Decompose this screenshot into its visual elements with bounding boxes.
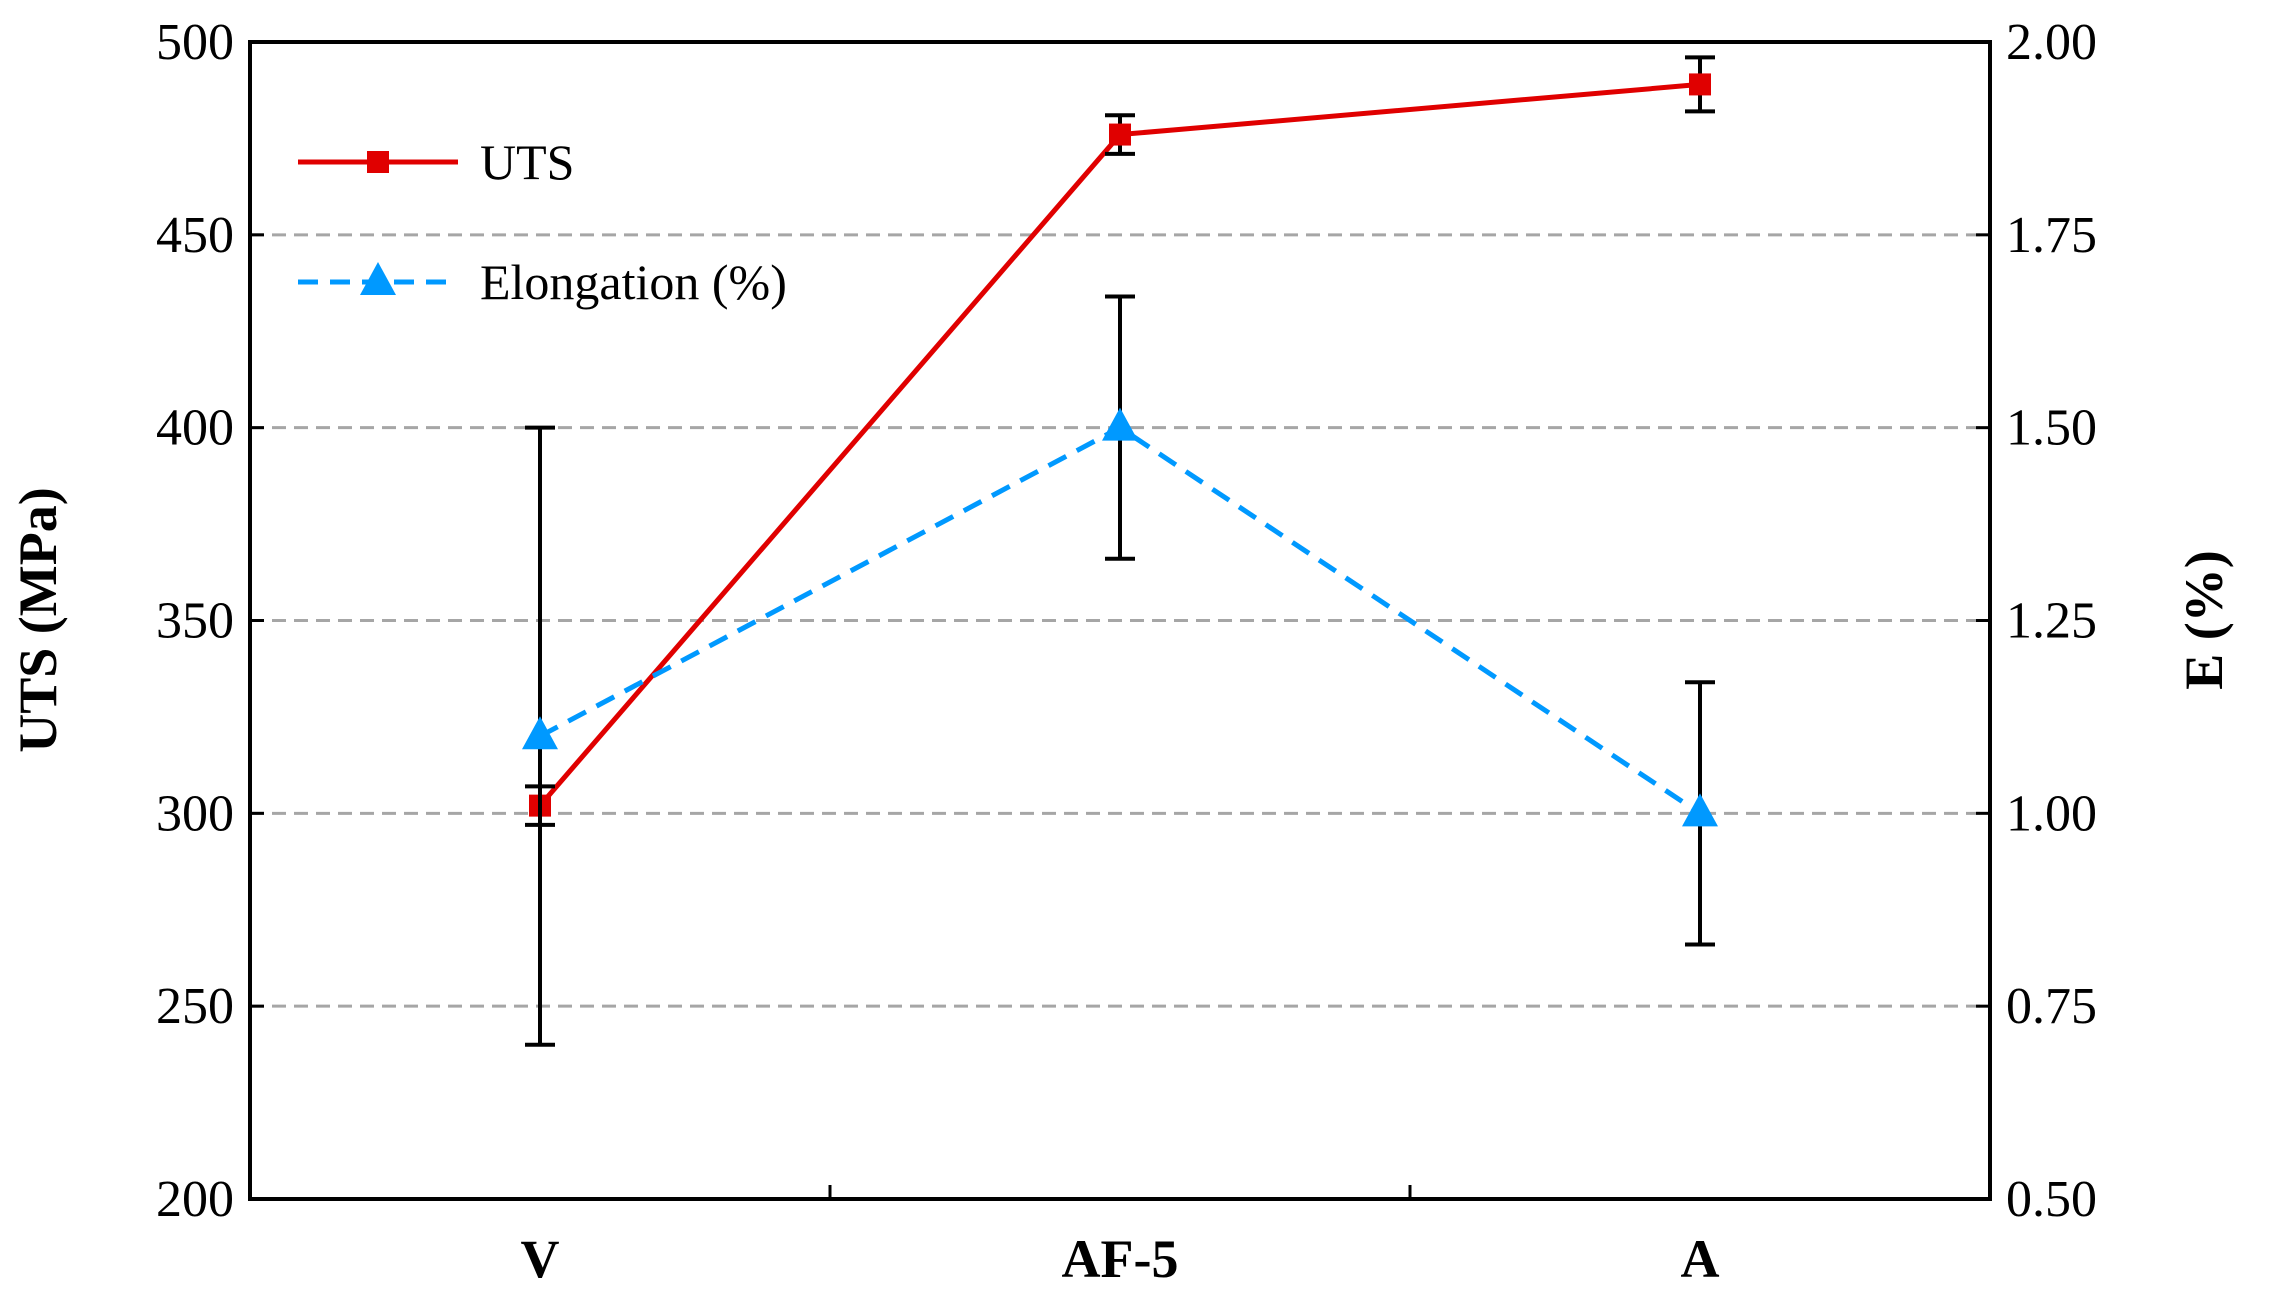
y-tick-label-right: 2.00 — [2006, 14, 2097, 71]
legend-elongation-marker — [360, 262, 396, 295]
y-tick-label-right: 1.00 — [2006, 785, 2097, 842]
y-tick-label-left: 350 — [156, 593, 234, 650]
y-tick-label-right: 1.50 — [2006, 400, 2097, 457]
y-tick-label-left: 250 — [156, 978, 234, 1035]
y-axis-title-right: E (%) — [2174, 550, 2234, 689]
y-tick-label-left: 300 — [156, 785, 234, 842]
y-tick-label-right: 0.75 — [2006, 978, 2097, 1035]
elongation-marker — [522, 716, 558, 750]
y-tick-label-right: 1.75 — [2006, 207, 2097, 264]
legend-uts-label: UTS — [480, 134, 574, 190]
uts-marker — [1109, 123, 1131, 146]
x-category-label: V — [521, 1229, 560, 1289]
y-axis-title-left: UTS (MPa) — [8, 487, 68, 752]
elongation-series — [522, 294, 1718, 1047]
y-tick-label-left: 500 — [156, 14, 234, 71]
y-tick-label-right: 0.50 — [2006, 1171, 2097, 1228]
legend: UTS Elongation (%) — [298, 134, 787, 310]
x-category-label: A — [1681, 1229, 1720, 1289]
elongation-marker — [1102, 407, 1138, 441]
elongation-marker — [1682, 793, 1718, 827]
y-tick-label-left: 400 — [156, 400, 234, 457]
y-tick-label-right: 1.25 — [2006, 593, 2097, 650]
legend-elongation-label: Elongation (%) — [480, 254, 787, 310]
uts-marker — [1689, 73, 1711, 96]
axes: 200 250 300 350 400 450 500 0.50 0.75 1.00 1.25 1.5… — [156, 14, 2097, 1289]
legend-uts-marker — [367, 151, 389, 173]
y-tick-label-left: 200 — [156, 1171, 234, 1228]
x-category-label: AF-5 — [1062, 1229, 1179, 1289]
y-tick-label-left: 450 — [156, 207, 234, 264]
series-layer — [522, 55, 1718, 1047]
